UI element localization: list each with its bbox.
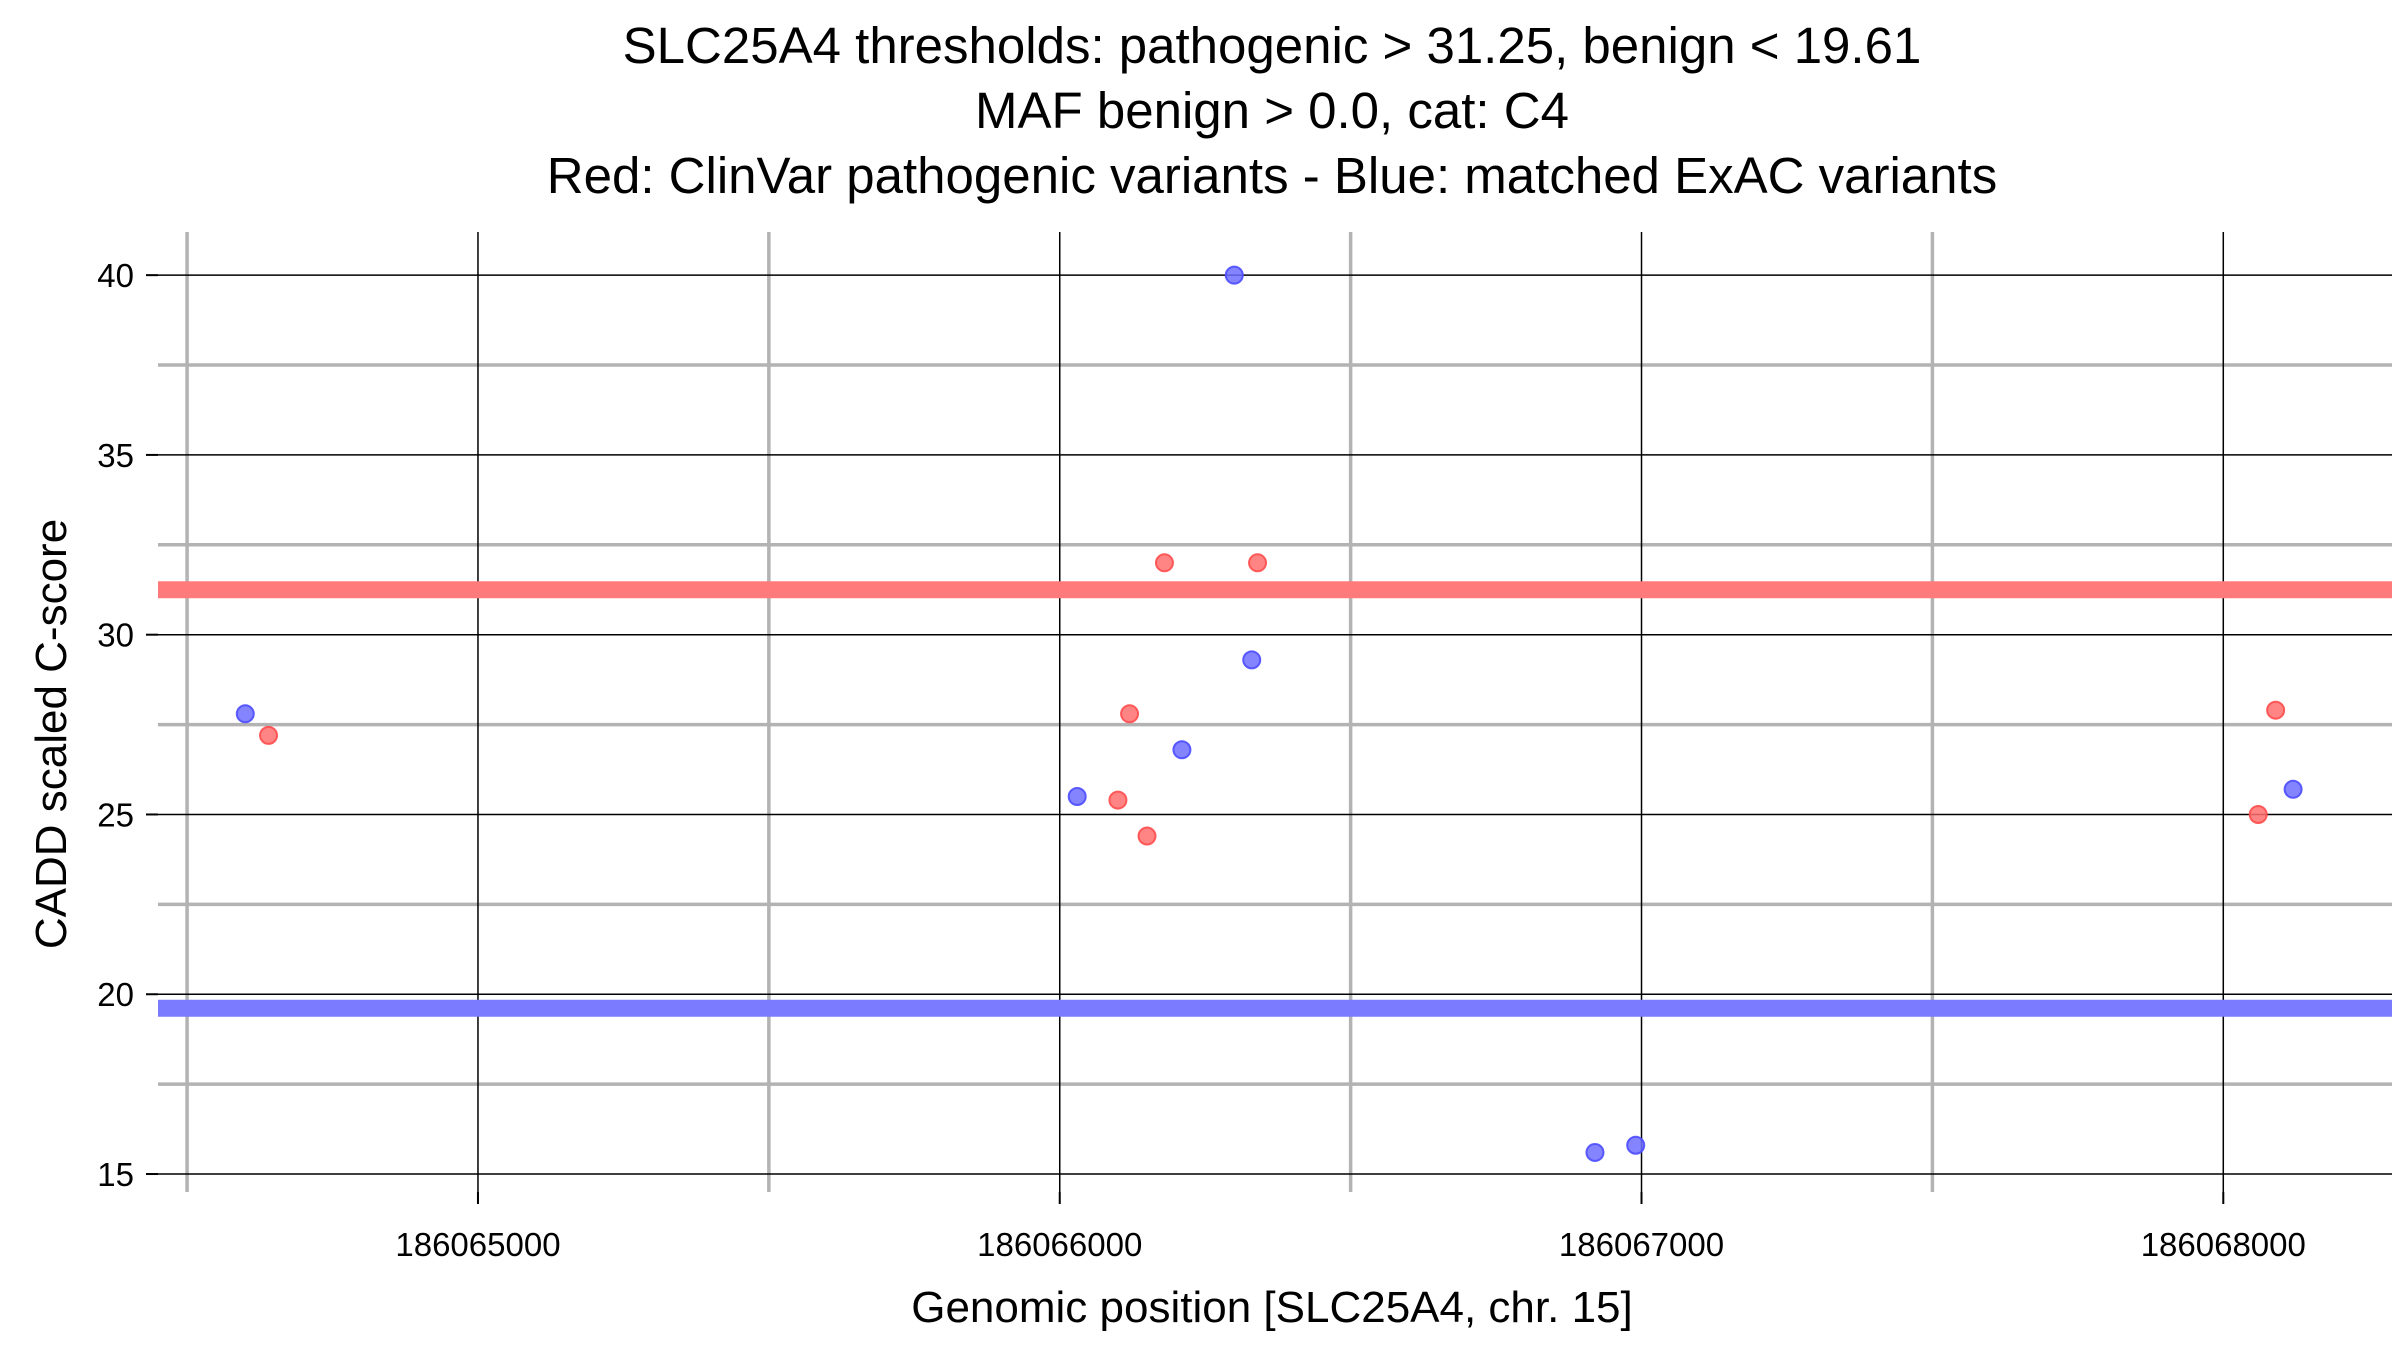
clinvar-variant-point: [2248, 804, 2268, 824]
exac-variant-point: [1242, 650, 1262, 670]
y-tick-label: 15: [97, 1156, 134, 1193]
clinvar-variant-point: [1154, 553, 1174, 573]
x-tick-label: 186066000: [977, 1226, 1142, 1263]
clinvar-variant-point: [2266, 700, 2286, 720]
x-tick-label: 186065000: [395, 1226, 560, 1263]
clinvar-variant-point: [259, 725, 279, 745]
y-tick-label: 20: [97, 976, 134, 1013]
exac-variant-point: [2283, 779, 2303, 799]
title-line-1: SLC25A4 thresholds: pathogenic > 31.25, …: [623, 17, 1922, 74]
exac-variant-point: [1172, 740, 1192, 760]
y-axis-title: CADD scaled C-score: [27, 519, 76, 949]
title-line-2: MAF benign > 0.0, cat: C4: [975, 82, 1569, 139]
axis-layer: 15 20 25 30 35 40 186065000 186066000 186067000 1…: [97, 257, 2306, 1263]
x-tick-label: 186067000: [1559, 1226, 1724, 1263]
y-tick-label: 25: [97, 796, 134, 833]
clinvar-variant-point: [1108, 790, 1128, 810]
clinvar-variant-point: [1248, 553, 1268, 573]
clinvar-variant-point: [1137, 826, 1157, 846]
chart-title: SLC25A4 thresholds: pathogenic > 31.25, …: [547, 17, 1997, 204]
clinvar-variant-point: [1120, 704, 1140, 724]
x-axis-title: Genomic position [SLC25A4, chr. 15]: [911, 1283, 1633, 1332]
x-tick-label: 186068000: [2141, 1226, 2306, 1263]
grid-layer: [158, 232, 2392, 1192]
threshold-layer: [158, 581, 2392, 1017]
exac-variant-point: [235, 704, 255, 724]
y-tick-label: 35: [97, 437, 134, 474]
exac-variant-point: [1067, 786, 1087, 806]
exac-variant-point: [1626, 1135, 1646, 1155]
exac-variant-point: [1224, 265, 1244, 285]
y-tick-label: 30: [97, 617, 134, 654]
points-layer: [235, 265, 2303, 1162]
exac-variant-point: [1585, 1142, 1605, 1162]
y-tick-label: 40: [97, 257, 134, 294]
title-line-3: Red: ClinVar pathogenic variants - Blue:…: [547, 147, 1997, 204]
